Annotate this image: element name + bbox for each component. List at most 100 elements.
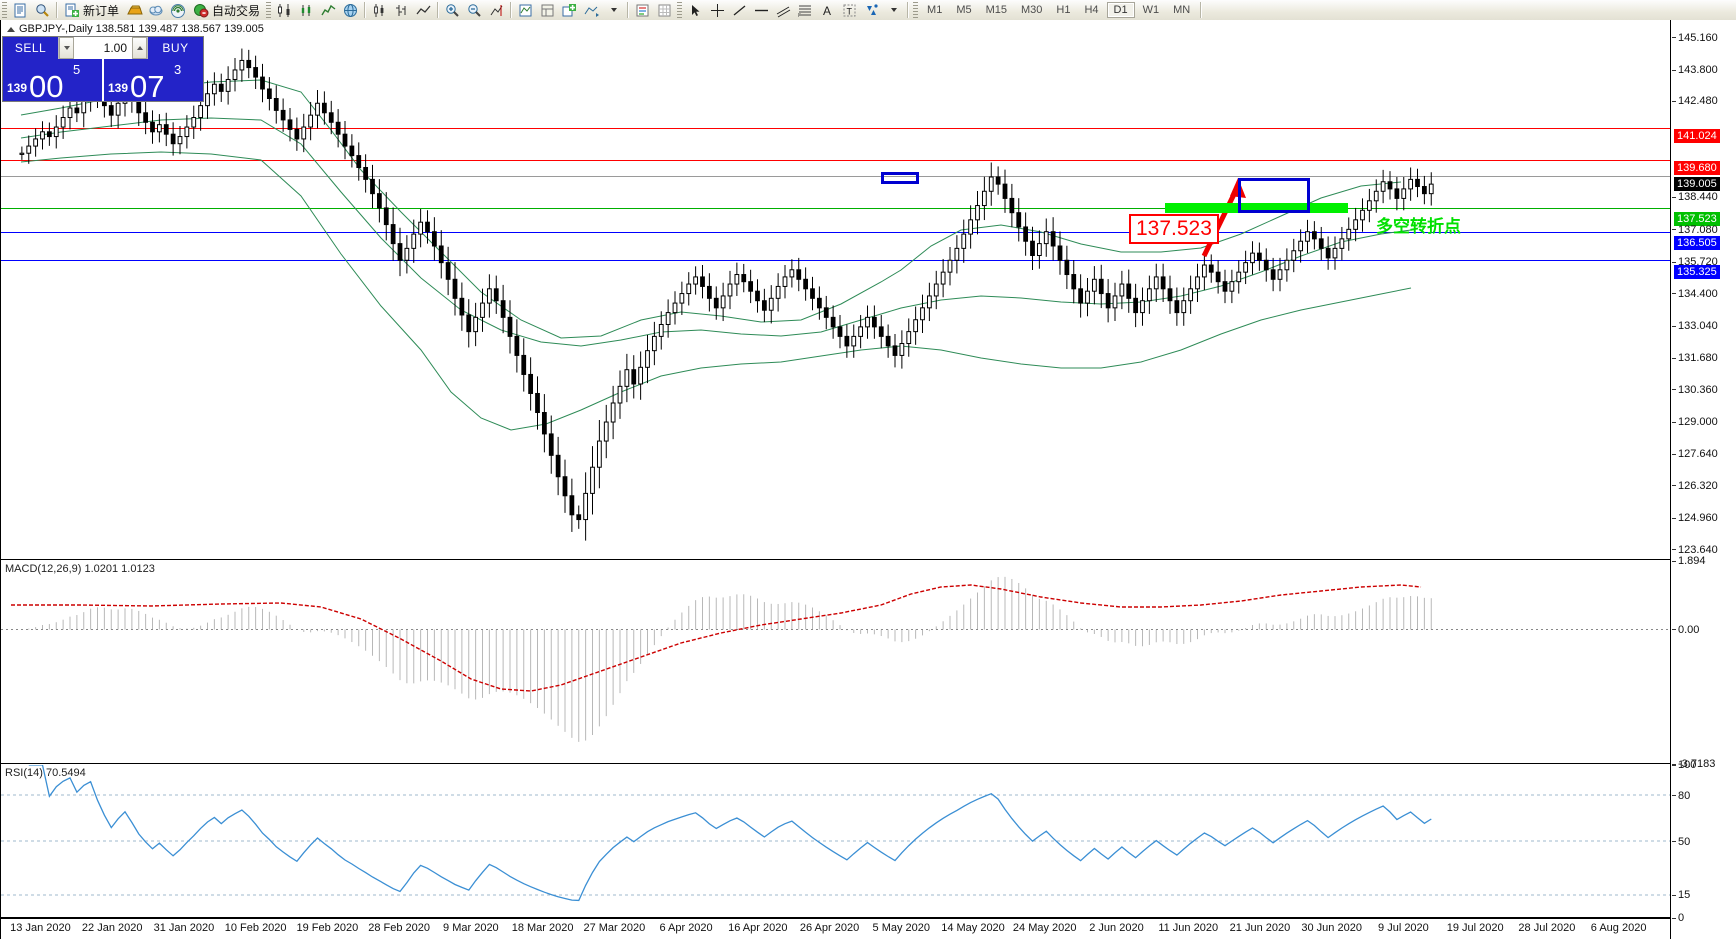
date-tick: 6 Apr 2020: [659, 922, 713, 934]
macd-tick-1894: 1.894: [1672, 555, 1706, 567]
zoom-out-icon[interactable]: [463, 1, 485, 19]
trendline-icon[interactable]: [728, 1, 750, 19]
chart-dropdown-arrow-icon[interactable]: [602, 1, 624, 19]
template-icon[interactable]: [536, 1, 558, 19]
price-tick-131680: 131.680: [1672, 352, 1718, 364]
timeframe-mn[interactable]: MN: [1173, 4, 1191, 16]
price-callout-137523[interactable]: 137.523: [1129, 214, 1219, 244]
price-tick-126320: 126.320: [1672, 480, 1718, 492]
auto-trading-button[interactable]: 自动交易: [189, 1, 264, 19]
text-icon[interactable]: A: [816, 1, 838, 19]
price-tick-124960: 124.960: [1672, 512, 1718, 524]
add-indicator-icon[interactable]: [558, 1, 580, 19]
document-icon[interactable]: [9, 1, 31, 19]
timeframe-m15[interactable]: M15: [985, 4, 1007, 16]
indicators-icon[interactable]: [273, 1, 295, 19]
sell-button[interactable]: SELL: [3, 37, 58, 59]
date-tick: 18 Mar 2020: [511, 922, 574, 934]
date-tick: 9 Jul 2020: [1378, 922, 1429, 934]
sell-price-superscript: 5: [73, 62, 81, 77]
date-tick: 30 Jun 2020: [1301, 922, 1362, 934]
toolbar-separator-8: [1200, 2, 1202, 18]
volume-increase-button[interactable]: [132, 37, 147, 59]
consolidation-box-left[interactable]: [881, 172, 919, 184]
toolbar-grip-2[interactable]: [266, 2, 272, 18]
timeframe-m1[interactable]: M1: [927, 4, 943, 16]
toolbar-separator: [56, 2, 57, 18]
grid-toggle-icon[interactable]: [653, 1, 675, 19]
buy-button[interactable]: BUY: [148, 37, 203, 59]
price-tick-134400: 134.400: [1672, 288, 1718, 300]
date-tick: 19 Jul 2020: [1446, 922, 1504, 934]
new-order-button[interactable]: 新订单: [60, 1, 123, 19]
toolbar-separator-6: [627, 2, 629, 18]
fibonacci-icon[interactable]: F: [794, 1, 816, 19]
expert-advisor-icon[interactable]: [514, 1, 536, 19]
date-tick: 9 Mar 2020: [443, 922, 499, 934]
arrows-dropdown-icon[interactable]: [882, 1, 904, 19]
scroll-end-icon[interactable]: [485, 1, 507, 19]
toolbar-grip[interactable]: [2, 2, 7, 18]
candlestick-icon[interactable]: [368, 1, 390, 19]
chart-canvas[interactable]: GBPJPY-,Daily 138.581 139.487 138.567 13…: [0, 20, 1736, 940]
timeframes-grip[interactable]: [913, 2, 919, 18]
price-tick-129000: 129.000: [1672, 416, 1718, 428]
timeframe-w1[interactable]: W1: [1142, 4, 1160, 16]
crosshair-icon[interactable]: [706, 1, 728, 19]
price-tick-130360: 130.360: [1672, 384, 1718, 396]
svg-text:A: A: [823, 4, 831, 18]
magnifier-icon[interactable]: [31, 1, 53, 19]
macd-tick-neg37183: -3.7183: [1672, 758, 1715, 770]
arrows-icon[interactable]: [860, 1, 882, 19]
chart-shift-icon[interactable]: [580, 1, 602, 19]
hline-icon[interactable]: [750, 1, 772, 19]
consolidation-box-right[interactable]: [1238, 178, 1310, 213]
sell-price-quote[interactable]: 139 00 5: [3, 59, 104, 102]
date-tick: 22 Jan 2020: [81, 922, 143, 934]
date-tick: 31 Jan 2020: [153, 922, 215, 934]
cloud-icon[interactable]: [145, 1, 167, 19]
date-tick: 28 Jul 2020: [1518, 922, 1576, 934]
svg-text:F: F: [798, 13, 801, 18]
timeframe-h1[interactable]: H1: [1056, 4, 1071, 16]
cursor-icon[interactable]: [684, 1, 706, 19]
gold-bar-icon[interactable]: [123, 1, 145, 19]
date-axis: 13 Jan 2020 22 Jan 2020 31 Jan 2020 10 Feb …: [1, 918, 1676, 940]
collapse-triangle-icon[interactable]: [7, 26, 15, 32]
date-tick: 13 Jan 2020: [10, 922, 71, 934]
price-pane[interactable]: GBPJPY-,Daily 138.581 139.487 138.567 13…: [1, 20, 1736, 560]
timeframe-m30[interactable]: M30: [1021, 4, 1043, 16]
price-tick-143800: 143.800: [1672, 64, 1718, 76]
price-tick-137080: 137.080: [1672, 224, 1718, 236]
rsi-pane[interactable]: RSI(14) 70.5494: [1, 765, 1736, 918]
line-mode-icon[interactable]: [412, 1, 434, 19]
one-click-trading-panel[interactable]: SELL 1.00 BUY 139 00 5 139 07 3: [2, 36, 204, 102]
bar-chart-icon[interactable]: [295, 1, 317, 19]
buy-price-big: 07: [130, 69, 165, 104]
autotrading-icon: [190, 1, 212, 19]
equidistant-channel-icon[interactable]: [772, 1, 794, 19]
volume-stepper[interactable]: 1.00: [58, 37, 148, 59]
volume-decrease-button[interactable]: [59, 37, 74, 59]
properties-icon[interactable]: [631, 1, 653, 19]
signal-icon[interactable]: [167, 1, 189, 19]
toolbar-separator-5: [510, 2, 512, 18]
date-tick: 24 May 2020: [1012, 922, 1077, 934]
date-tick: 28 Feb 2020: [368, 922, 431, 934]
globe-icon[interactable]: [339, 1, 361, 19]
zoom-in-icon[interactable]: [441, 1, 463, 19]
macd-pane[interactable]: MACD(12,26,9) 1.0201 1.0123: [1, 561, 1736, 764]
price-tick-127640: 127.640: [1672, 448, 1718, 460]
line-chart-icon[interactable]: [317, 1, 339, 19]
volume-input[interactable]: 1.00: [74, 37, 132, 59]
text-label-icon[interactable]: T: [838, 1, 860, 19]
date-tick: 27 Mar 2020: [583, 922, 646, 934]
buy-price-quote[interactable]: 139 07 3: [104, 59, 203, 104]
timeframe-d1[interactable]: D1: [1106, 2, 1135, 18]
price-scale[interactable]: 145.160 143.800 142.480 141.024 139.680 139.0…: [1670, 20, 1736, 939]
timeframe-h4[interactable]: H4: [1084, 4, 1099, 16]
rsi-tick-15: 15: [1672, 889, 1690, 901]
timeframe-m5[interactable]: M5: [956, 4, 972, 16]
toolbar-grip-3[interactable]: [677, 2, 683, 18]
ohlc-bars-icon[interactable]: [390, 1, 412, 19]
